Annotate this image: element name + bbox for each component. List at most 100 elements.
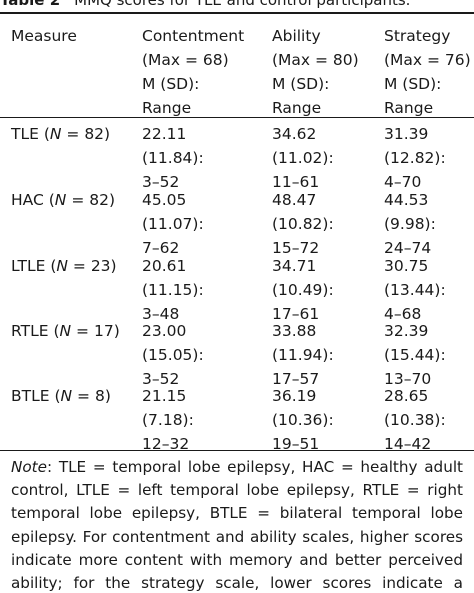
cell-mean: 30.75 bbox=[384, 257, 429, 275]
row-label-n: N bbox=[56, 257, 68, 275]
row-label-text: HAC ( bbox=[11, 191, 55, 209]
cell-ability-btle: 36.19 (10.36): 19–51 bbox=[272, 384, 334, 456]
header-line: M (SD): bbox=[272, 75, 330, 93]
header-ability: Ability (Max = 80) M (SD): Range bbox=[272, 24, 359, 120]
header-line: M (SD): bbox=[384, 75, 442, 93]
cell-sd: (10.82): bbox=[272, 215, 334, 233]
cell-sd: (15.05): bbox=[142, 346, 204, 364]
cell-sd: (15.44): bbox=[384, 346, 446, 364]
header-rule bbox=[0, 117, 474, 118]
cell-sd: (9.98): bbox=[384, 215, 436, 233]
cell-range: 24–74 bbox=[384, 239, 432, 257]
caption-text: MMQ scores for TLE and control participa… bbox=[74, 0, 411, 9]
cell-mean: 20.61 bbox=[142, 257, 187, 275]
cell-sd: (11.15): bbox=[142, 281, 204, 299]
cell-contentment-rtle: 23.00 (15.05): 3–52 bbox=[142, 319, 204, 391]
header-line: (Max = 76) bbox=[384, 51, 471, 69]
cell-range: 3–48 bbox=[142, 305, 180, 323]
cell-ability-ltle: 34.71 (10.49): 17–61 bbox=[272, 254, 334, 326]
header-measure: Measure bbox=[11, 24, 77, 48]
cell-sd: (11.07): bbox=[142, 215, 204, 233]
cell-range: 4–70 bbox=[384, 173, 422, 191]
row-label-n: N bbox=[49, 125, 62, 143]
cell-sd: (10.49): bbox=[272, 281, 334, 299]
cell-strategy-ltle: 30.75 (13.44): 4–68 bbox=[384, 254, 446, 326]
header-line: Ability bbox=[272, 27, 321, 45]
row-label-count: = 17) bbox=[71, 322, 120, 340]
cell-strategy-rtle: 32.39 (15.44): 13–70 bbox=[384, 319, 446, 391]
cell-sd: (13.44): bbox=[384, 281, 446, 299]
cell-strategy-tle: 31.39 (12.82): 4–70 bbox=[384, 122, 446, 194]
cell-contentment-hac: 45.05 (11.07): 7–62 bbox=[142, 188, 204, 260]
cell-contentment-ltle: 20.61 (11.15): 3–48 bbox=[142, 254, 204, 326]
row-label-text: RTLE ( bbox=[11, 322, 60, 340]
row-label-n: N bbox=[60, 387, 73, 405]
row-label-text: TLE ( bbox=[11, 125, 50, 143]
header-strategy: Strategy (Max = 76) M (SD): Range bbox=[384, 24, 471, 120]
header-line: (Max = 80) bbox=[272, 51, 359, 69]
cell-range: 17–57 bbox=[272, 370, 320, 388]
row-label-count: = 8) bbox=[72, 387, 111, 405]
cell-sd: (11.02): bbox=[272, 149, 334, 167]
cell-mean: 48.47 bbox=[272, 191, 317, 209]
cell-range: 13–70 bbox=[384, 370, 432, 388]
header-line: Range bbox=[384, 99, 434, 117]
cell-mean: 28.65 bbox=[384, 387, 429, 405]
cell-mean: 31.39 bbox=[384, 125, 429, 143]
cell-sd: (12.82): bbox=[384, 149, 446, 167]
cell-mean: 45.05 bbox=[142, 191, 187, 209]
row-label-rtle: RTLE (N = 17) bbox=[11, 319, 120, 343]
cell-mean: 32.39 bbox=[384, 322, 429, 340]
cell-ability-tle: 34.62 (11.02): 11–61 bbox=[272, 122, 334, 194]
cell-mean: 33.88 bbox=[272, 322, 317, 340]
cell-sd: (11.84): bbox=[142, 149, 204, 167]
header-contentment: Contentment (Max = 68) M (SD): Range bbox=[142, 24, 244, 120]
cell-mean: 23.00 bbox=[142, 322, 187, 340]
header-line: M (SD): bbox=[142, 75, 200, 93]
cell-sd: (10.36): bbox=[272, 411, 334, 429]
row-label-count: = 82) bbox=[66, 191, 116, 209]
cell-ability-rtle: 33.88 (11.94): 17–57 bbox=[272, 319, 334, 391]
header-line: Range bbox=[142, 99, 192, 117]
cell-contentment-btle: 21.15 (7.18): 12–32 bbox=[142, 384, 194, 456]
row-label-text: BTLE ( bbox=[11, 387, 61, 405]
row-label-count: = 23) bbox=[67, 257, 117, 275]
header-line: Contentment bbox=[142, 27, 245, 45]
cell-range: 17–61 bbox=[272, 305, 320, 323]
cell-range: 12–32 bbox=[142, 435, 190, 453]
cell-range: 7–62 bbox=[142, 239, 180, 257]
cell-range: 14–42 bbox=[384, 435, 432, 453]
cell-ability-hac: 48.47 (10.82): 15–72 bbox=[272, 188, 334, 260]
cell-strategy-btle: 28.65 (10.38): 14–42 bbox=[384, 384, 446, 456]
row-label-text: LTLE ( bbox=[11, 257, 57, 275]
cell-mean: 36.19 bbox=[272, 387, 317, 405]
cell-range: 11–61 bbox=[272, 173, 320, 191]
cell-mean: 34.71 bbox=[272, 257, 317, 275]
row-label-hac: HAC (N = 82) bbox=[11, 188, 115, 212]
caption-label: Table 2 bbox=[0, 0, 61, 9]
cell-contentment-tle: 22.11 (11.84): 3–52 bbox=[142, 122, 204, 194]
cell-range: 15–72 bbox=[272, 239, 320, 257]
header-line: Strategy bbox=[384, 27, 451, 45]
cell-range: 3–52 bbox=[142, 370, 180, 388]
row-label-count: = 82) bbox=[61, 125, 111, 143]
note-label: Note bbox=[11, 458, 47, 476]
row-label-tle: TLE (N = 82) bbox=[11, 122, 110, 146]
row-label-btle: BTLE (N = 8) bbox=[11, 384, 111, 408]
cell-mean: 22.11 bbox=[142, 125, 187, 143]
cell-strategy-hac: 44.53 (9.98): 24–74 bbox=[384, 188, 436, 260]
cell-mean: 34.62 bbox=[272, 125, 317, 143]
header-line: Range bbox=[272, 99, 322, 117]
bottom-rule bbox=[0, 450, 474, 451]
row-label-n: N bbox=[54, 191, 67, 209]
cell-sd: (7.18): bbox=[142, 411, 194, 429]
top-rule bbox=[0, 12, 474, 14]
cell-range: 3–52 bbox=[142, 173, 180, 191]
header-line: (Max = 68) bbox=[142, 51, 229, 69]
header-line: Measure bbox=[11, 27, 77, 45]
row-label-ltle: LTLE (N = 23) bbox=[11, 254, 117, 278]
note-text: : TLE = temporal lobe epilepsy, HAC = he… bbox=[11, 458, 463, 593]
table-caption: Table 2 MMQ scores for TLE and control pa… bbox=[0, 0, 410, 9]
cell-range: 4–68 bbox=[384, 305, 422, 323]
